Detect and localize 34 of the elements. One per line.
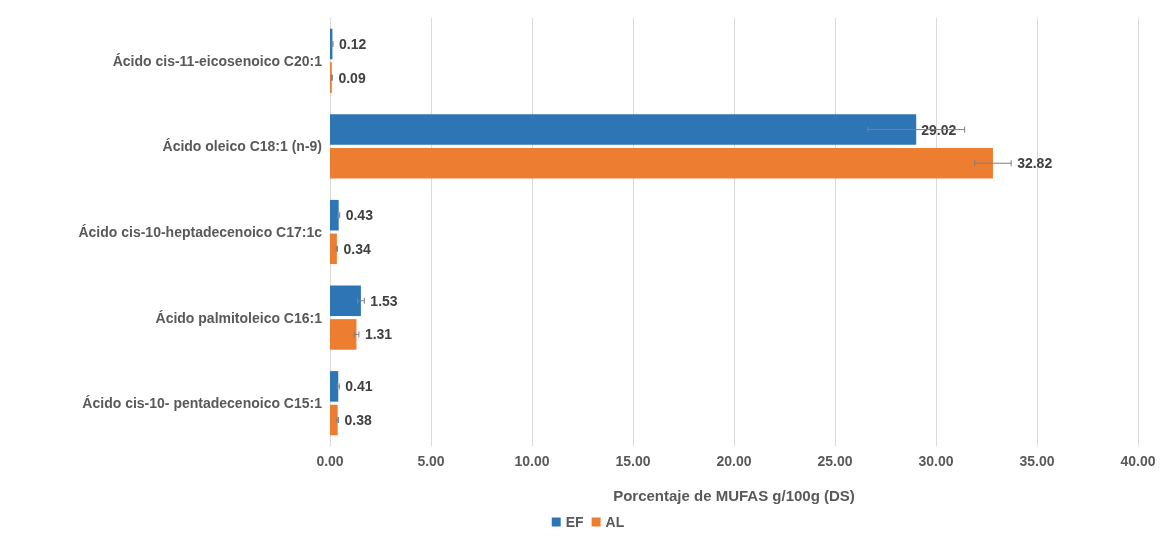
x-axis-title: Porcentaje de MUFAS g/100g (DS) [613, 487, 855, 504]
bar [330, 199, 339, 231]
x-tick-label: 30.00 [918, 453, 954, 469]
y-tick-label: Ácido oleico C18:1 (n-9) [162, 138, 322, 155]
x-tick-label: 0.00 [316, 453, 344, 469]
data-label: 32.82 [1017, 155, 1053, 172]
data-label: 0.12 [339, 35, 367, 52]
x-tick-label: 25.00 [817, 453, 853, 469]
x-tick-label: 10.00 [514, 453, 550, 469]
data-label: 0.43 [345, 207, 374, 224]
x-tick-label: 35.00 [1019, 453, 1055, 469]
y-tick-label: Ácido cis-11-eicosenoico C20:1 [112, 52, 323, 69]
bar [330, 114, 917, 145]
bar [330, 285, 361, 317]
y-tick-label: Ácido cis-10-heptadecenoico C17:1c [78, 224, 323, 240]
data-label: 0.34 [343, 240, 371, 257]
bar [330, 319, 357, 350]
legend-label: AL [605, 514, 625, 530]
bar [330, 147, 993, 179]
data-label: 1.53 [370, 292, 398, 309]
bar [330, 371, 339, 402]
bar [330, 233, 337, 265]
data-label: 0.41 [345, 378, 373, 395]
data-label: 0.09 [338, 69, 366, 86]
x-tick-label: 15.00 [615, 453, 651, 469]
x-tick-label: 20.00 [716, 453, 752, 469]
y-tick-label: Ácido palmitoleico C16:1 [155, 309, 323, 326]
y-tick-label: Ácido cis-10- pentadecenoico C15:1 [82, 395, 323, 412]
data-label: 0.38 [344, 412, 372, 429]
x-tick-label: 40.00 [1120, 453, 1156, 469]
legend-label: EF [565, 514, 585, 530]
x-tick-label: 5.00 [417, 453, 445, 469]
data-label: 1.31 [364, 326, 393, 343]
bar [330, 404, 338, 436]
